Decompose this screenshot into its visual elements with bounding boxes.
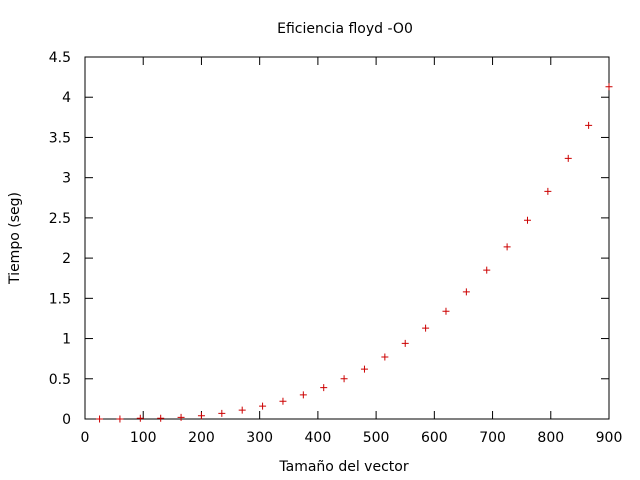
y-tick-label: 1 — [62, 332, 71, 348]
data-point — [585, 121, 593, 129]
data-point — [462, 288, 470, 296]
data-point — [544, 187, 552, 195]
data-point — [605, 83, 613, 91]
y-tick-label: 4 — [62, 90, 71, 106]
data-points — [96, 83, 613, 423]
x-tick-label: 200 — [188, 430, 215, 446]
data-point — [136, 414, 144, 422]
data-point — [564, 154, 572, 162]
y-tick-label: 0.5 — [49, 372, 71, 388]
data-point — [523, 216, 531, 224]
data-point — [116, 415, 124, 423]
x-tick-label: 900 — [596, 430, 623, 446]
data-point — [422, 324, 430, 332]
x-tick-label: 0 — [81, 430, 90, 446]
y-tick-label: 3.5 — [49, 130, 71, 146]
x-tick-label: 700 — [479, 430, 506, 446]
x-tick-label: 600 — [421, 430, 448, 446]
data-point — [157, 414, 165, 422]
data-point — [218, 409, 226, 417]
x-tick-label: 500 — [363, 430, 390, 446]
x-tick-label: 400 — [305, 430, 332, 446]
x-axis-title: Tamaño del vector — [278, 459, 408, 475]
x-tick-label: 100 — [130, 430, 157, 446]
data-point — [401, 339, 409, 347]
data-point — [279, 397, 287, 405]
y-tick-label: 2 — [62, 251, 71, 267]
data-point — [96, 415, 104, 423]
x-tick-label: 300 — [246, 430, 273, 446]
data-point — [483, 266, 491, 274]
y-tick-label: 2.5 — [49, 211, 71, 227]
y-tick-label: 0 — [62, 412, 71, 428]
x-axis: 0 100 200 300 400 500 600 700 800 900 — [81, 57, 623, 446]
y-tick-label: 1.5 — [49, 291, 71, 307]
data-point — [503, 243, 511, 251]
y-tick-label: 4.5 — [49, 50, 71, 66]
data-point — [259, 402, 267, 410]
data-point — [442, 307, 450, 315]
y-axis-title: Tiempo (seg) — [7, 192, 23, 285]
data-point — [299, 391, 307, 399]
y-axis: 0 0.5 1 1.5 2 2.5 3 3.5 4 4.5 — [49, 50, 609, 428]
data-point — [360, 365, 368, 373]
x-tick-label: 800 — [537, 430, 564, 446]
plot-frame — [84, 56, 610, 420]
data-point — [320, 384, 328, 392]
data-point — [238, 406, 246, 414]
data-point — [381, 353, 389, 361]
data-point — [177, 413, 185, 421]
chart-title: Eficiencia floyd -O0 — [277, 21, 413, 37]
data-point — [197, 412, 205, 420]
data-point — [340, 375, 348, 383]
y-tick-label: 3 — [62, 171, 71, 187]
